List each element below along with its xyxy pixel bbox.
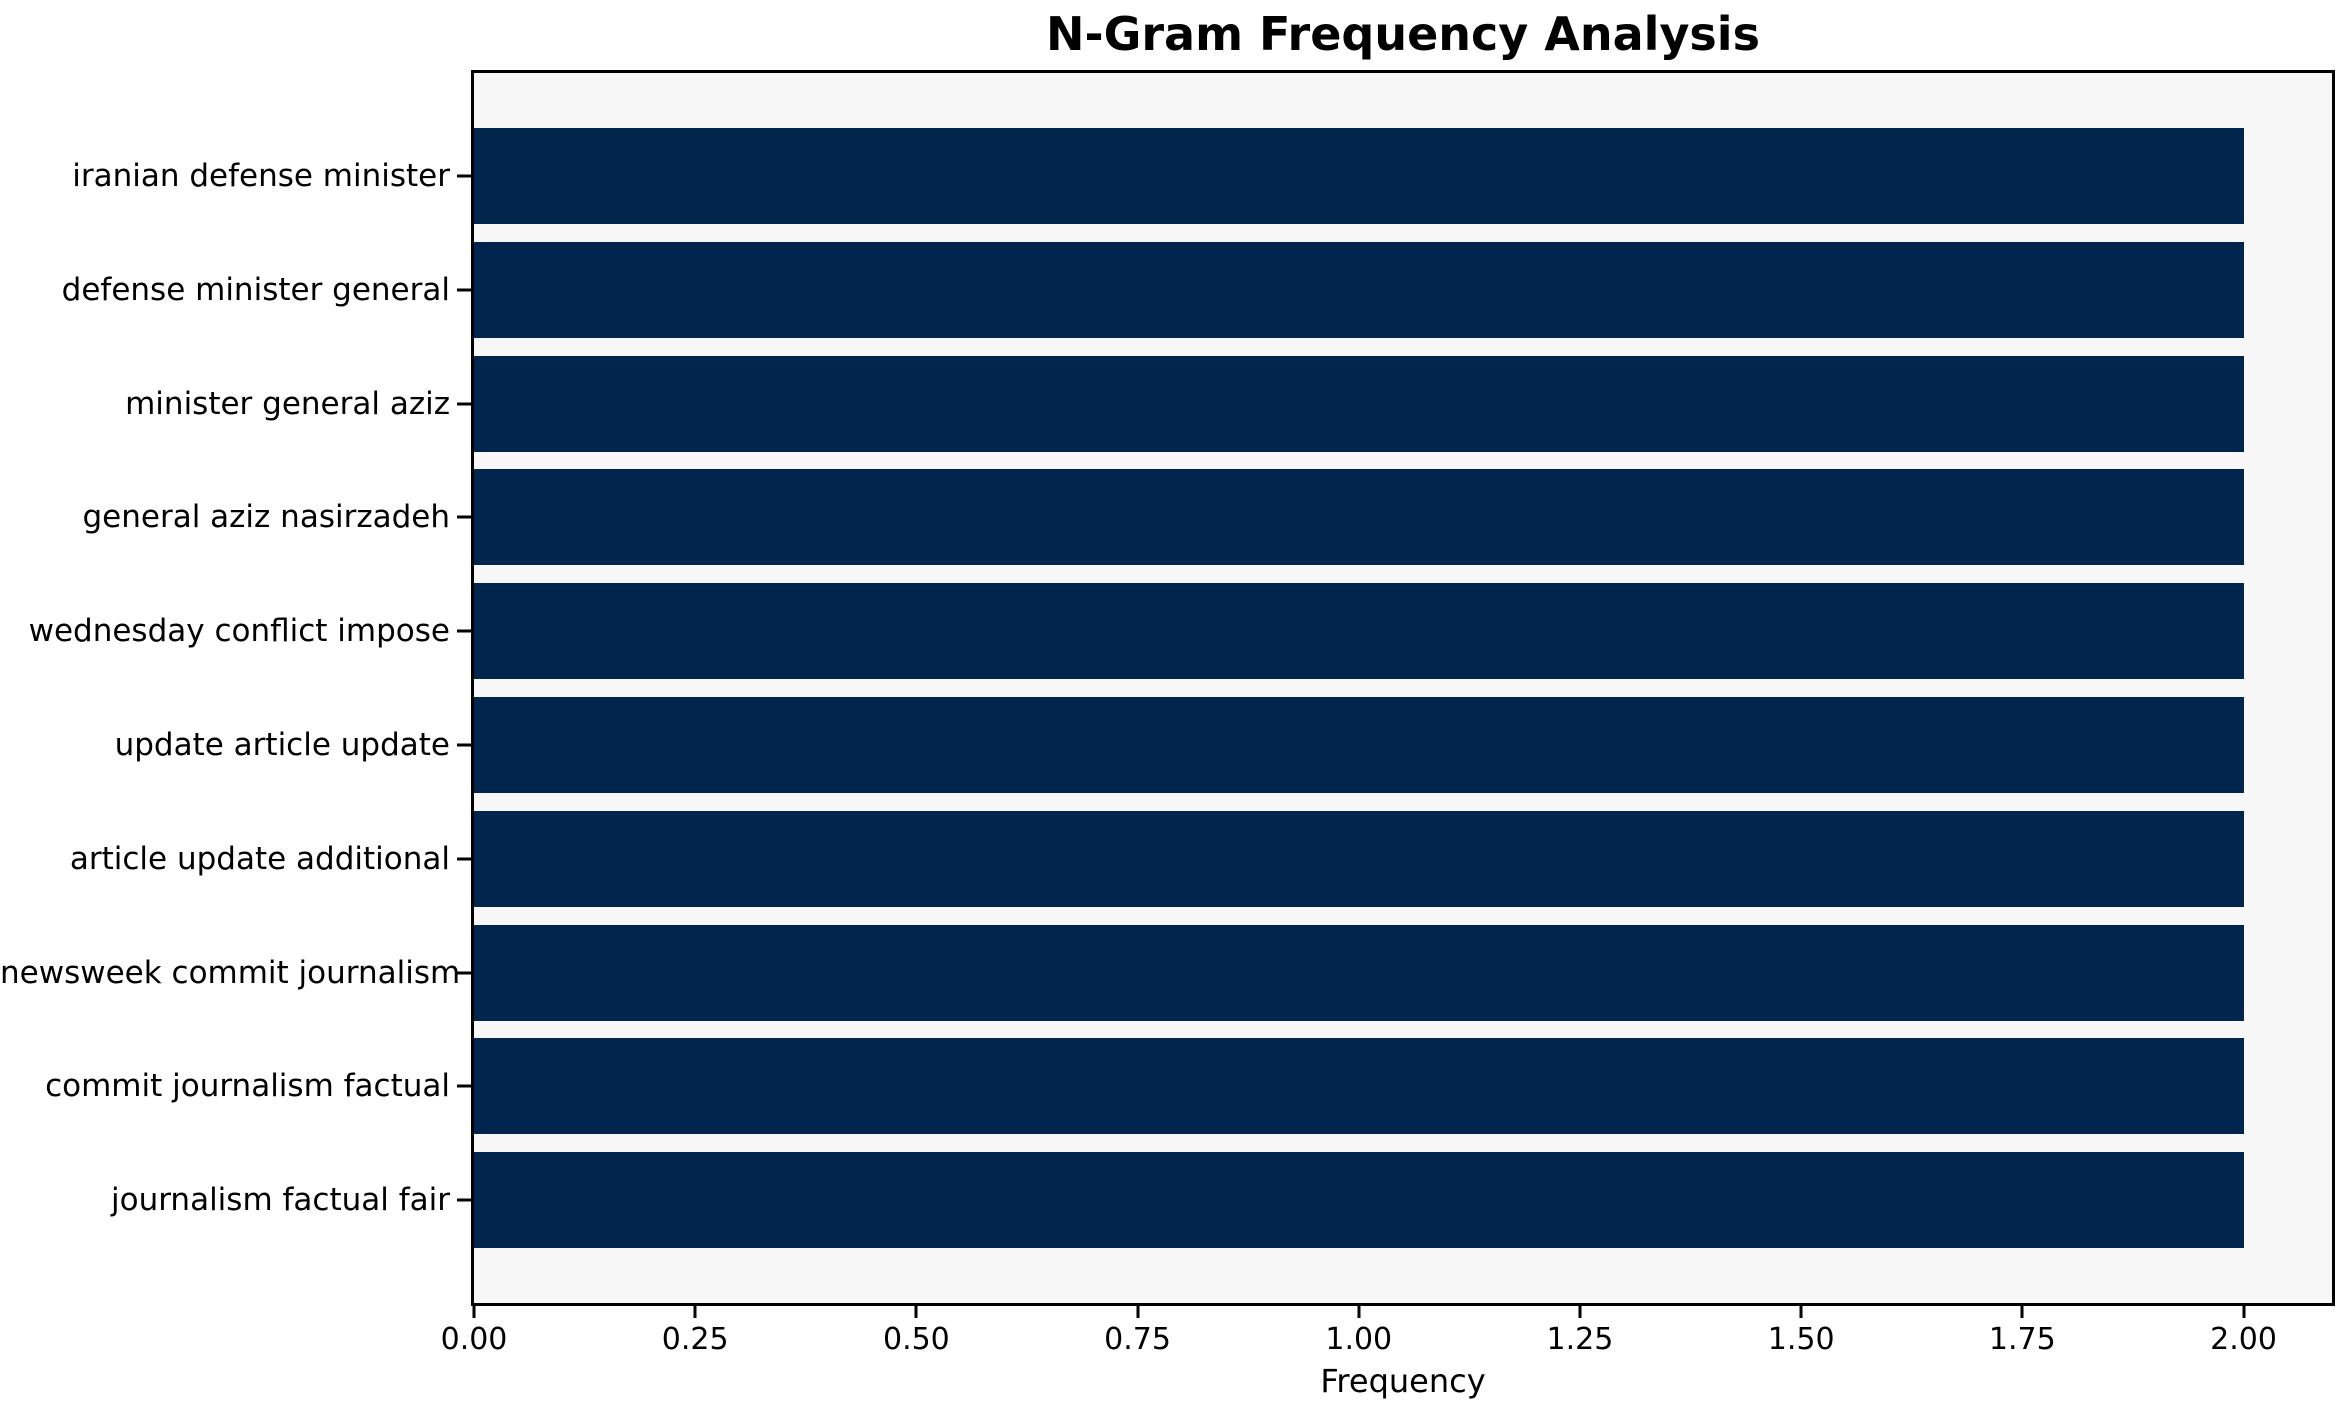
y-tick-mark <box>457 743 471 747</box>
y-tick-mark <box>457 857 471 861</box>
y-tick-label: newsweek commit journalism <box>0 954 461 991</box>
x-tick-mark <box>693 1306 697 1318</box>
x-tick-label: 2.00 <box>2210 1322 2277 1357</box>
x-tick-mark <box>914 1306 918 1318</box>
x-tick-mark <box>1799 1306 1803 1318</box>
bar <box>474 469 2244 566</box>
bar <box>474 1038 2244 1135</box>
y-tick-label: minister general aziz <box>125 385 450 422</box>
bar <box>474 1152 2244 1249</box>
y-tick-label: commit journalism factual <box>45 1068 450 1105</box>
y-tick-label: article update additional <box>69 840 450 877</box>
bar <box>474 810 2244 907</box>
y-tick-label: wednesday conflict impose <box>28 613 450 650</box>
x-tick-mark <box>1357 1306 1361 1318</box>
chart-title: N-Gram Frequency Analysis <box>1046 7 1760 61</box>
y-tick-mark <box>457 288 471 292</box>
bar <box>474 924 2244 1021</box>
x-tick-label: 1.50 <box>1767 1322 1835 1357</box>
x-tick-mark <box>472 1306 476 1318</box>
y-tick-mark <box>457 1084 471 1088</box>
y-tick-mark <box>457 1198 471 1202</box>
y-tick-mark <box>457 174 471 178</box>
x-tick-label: 1.00 <box>1325 1322 1393 1357</box>
y-tick-label: general aziz nasirzadeh <box>82 499 450 536</box>
x-axis-label: Frequency <box>1320 1362 1486 1400</box>
x-tick-label: 0.75 <box>1104 1322 1171 1357</box>
x-tick-label: 0.00 <box>440 1322 508 1357</box>
y-tick-label: defense minister general <box>61 271 450 308</box>
x-tick-label: 0.50 <box>882 1322 950 1357</box>
plot-area <box>471 70 2335 1306</box>
x-tick-mark <box>2020 1306 2024 1318</box>
y-tick-label: iranian defense minister <box>72 157 450 194</box>
x-tick-mark <box>2242 1306 2246 1318</box>
x-tick-label: 0.25 <box>661 1322 729 1357</box>
bar <box>474 696 2244 793</box>
bar <box>474 127 2244 224</box>
bar <box>474 241 2244 338</box>
bar <box>474 583 2244 680</box>
x-tick-mark <box>1578 1306 1582 1318</box>
bar <box>474 355 2244 452</box>
y-tick-mark <box>457 515 471 519</box>
y-tick-mark <box>457 402 471 405</box>
x-tick-label: 1.25 <box>1546 1322 1614 1357</box>
x-tick-label: 1.75 <box>1988 1322 2056 1357</box>
y-tick-mark <box>457 629 471 633</box>
y-tick-label: update article update <box>114 726 450 763</box>
y-tick-label: journalism factual fair <box>111 1182 450 1219</box>
y-tick-mark <box>457 971 471 974</box>
x-tick-mark <box>1136 1306 1140 1318</box>
